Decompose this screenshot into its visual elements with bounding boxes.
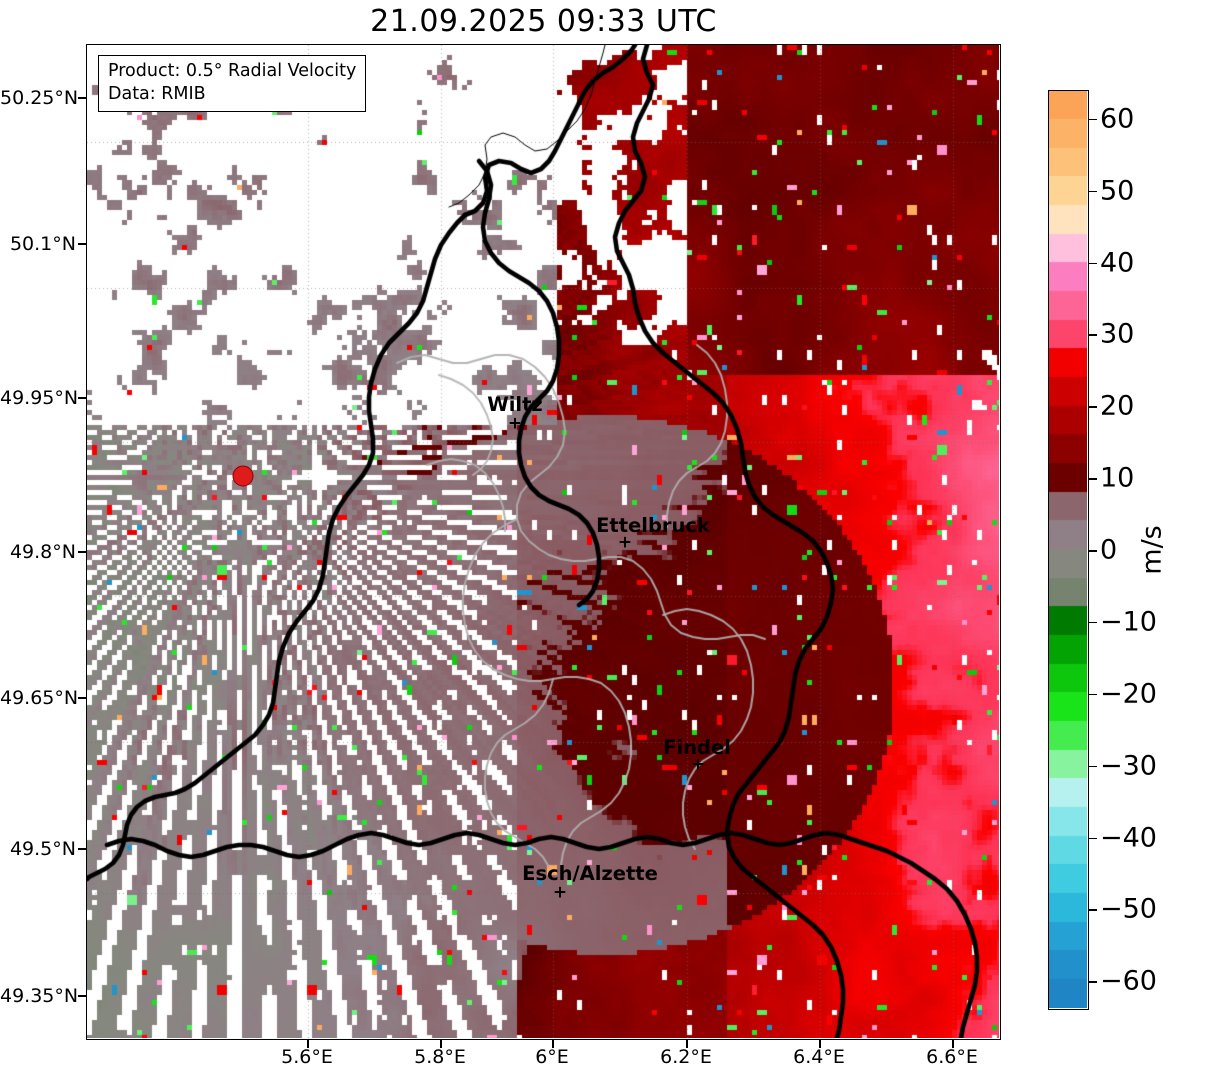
colorbar-tick-mark [1089,909,1097,911]
longitude-tick-mark [952,1040,954,1048]
colorbar-tick-mark [1089,190,1097,193]
longitude-tick-mark [819,1040,821,1048]
colorbar-tick-label: 0 [1100,534,1118,566]
colorbar-tick-label: −10 [1100,606,1157,638]
longitude-tick-label: 6.6°E [926,1046,978,1068]
latitude-tick-mark [78,397,86,399]
latitude-tick-label: 49.65°N [0,687,79,709]
product-info-box: Product: 0.5° Radial Velocity Data: RMIB [98,55,367,112]
colorbar-tick-mark [1089,621,1097,624]
colorbar-tick-mark [1089,406,1097,408]
page-title: 21.09.2025 09:33 UTC [370,4,717,39]
colorbar-unit-label: m/s [1136,525,1168,575]
latitude-tick-label: 49.5°N [9,838,76,860]
colorbar-tick-label: 40 [1100,247,1135,278]
longitude-tick-label: 6.2°E [660,1046,712,1068]
latitude-tick-label: 49.95°N [0,387,79,409]
colorbar-tick-mark [1089,334,1097,336]
product-line: Product: 0.5° Radial Velocity [108,61,357,81]
colorbar-tick-mark [1089,550,1097,552]
colorbar-tick-label: −20 [1100,678,1157,710]
city-marker-plus-icon: + [617,532,633,553]
longitude-tick-label: 6.4°E [793,1046,845,1068]
colorbar-tick-mark [1089,262,1097,265]
longitude-tick-mark [686,1040,688,1048]
latitude-tick-label: 49.8°N [9,541,76,563]
longitude-tick-label: 6°E [535,1046,569,1068]
colorbar-tick-label: −60 [1100,965,1157,997]
colorbar-tick-label: 10 [1100,462,1135,494]
city-marker-plus-icon: + [507,413,523,434]
colorbar-tick-label: −40 [1100,822,1157,853]
colorbar[interactable] [1048,90,1089,1010]
radar-site-marker [232,465,254,487]
colorbar-tick-mark [1089,765,1097,768]
colorbar-tick-mark [1089,981,1097,983]
radar-map-plot[interactable]: Product: 0.5° Radial Velocity Data: RMIB… [86,44,1001,1040]
colorbar-tick-label: 20 [1100,390,1135,422]
latitude-tick-mark [78,97,86,99]
colorbar-tick-mark [1089,693,1097,696]
colorbar-tick-mark [1089,478,1097,480]
longitude-tick-mark [307,1040,309,1048]
colorbar-tick-label: 60 [1100,103,1135,135]
city-marker-plus-icon: + [690,754,706,775]
latitude-tick-label: 50.1°N [9,233,76,255]
latitude-tick-label: 50.25°N [0,87,79,109]
latitude-tick-mark [78,697,86,699]
colorbar-tick-mark [1089,118,1097,121]
colorbar-canvas [1049,91,1087,1008]
longitude-tick-mark [552,1040,554,1048]
latitude-tick-mark [78,995,86,997]
city-marker-plus-icon: + [552,882,568,903]
radar-canvas-layer [87,45,1000,1039]
longitude-tick-label: 5.6°E [281,1046,333,1068]
map-borders-overlay [87,45,999,1038]
latitude-tick-mark [78,848,86,850]
data-source-line: Data: RMIB [108,83,206,104]
latitude-tick-mark [78,551,86,553]
longitude-tick-label: 5.8°E [414,1046,466,1068]
colorbar-gradient [1048,90,1089,1010]
colorbar-tick-mark [1089,837,1097,840]
colorbar-tick-label: 30 [1100,318,1135,350]
colorbar-tick-label: 50 [1100,175,1135,207]
colorbar-tick-label: −30 [1100,750,1157,782]
colorbar-tick-label: −50 [1100,893,1157,925]
latitude-tick-mark [78,243,86,245]
longitude-tick-mark [440,1040,442,1048]
latitude-tick-label: 49.35°N [0,985,79,1007]
